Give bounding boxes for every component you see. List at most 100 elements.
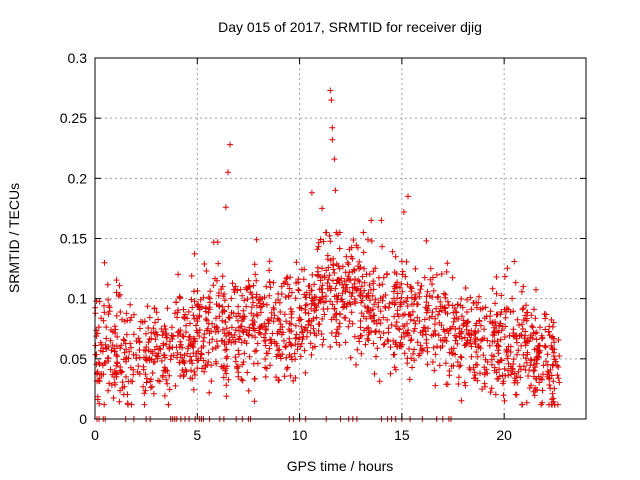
data-point <box>210 282 216 288</box>
data-point <box>431 367 437 373</box>
data-point <box>284 275 290 281</box>
data-point <box>384 271 390 277</box>
data-point <box>189 273 195 279</box>
data-point <box>187 354 193 360</box>
data-point <box>215 261 221 267</box>
data-point <box>504 265 510 271</box>
data-point <box>101 303 107 309</box>
data-point <box>240 378 246 384</box>
data-point <box>325 256 331 262</box>
data-point <box>252 261 258 267</box>
data-point <box>556 380 562 386</box>
data-point <box>155 317 161 323</box>
data-point <box>404 360 410 366</box>
data-point <box>226 314 232 320</box>
data-point <box>96 401 102 407</box>
data-point <box>295 287 301 293</box>
data-point <box>358 324 364 330</box>
data-point <box>223 382 229 388</box>
data-point <box>252 334 258 340</box>
data-point <box>103 324 109 330</box>
data-point <box>488 308 494 314</box>
data-point <box>525 373 531 379</box>
data-point <box>222 319 228 325</box>
data-point <box>489 385 495 391</box>
data-point <box>520 305 526 311</box>
data-point <box>250 283 256 289</box>
data-point <box>373 328 379 334</box>
data-point <box>222 347 228 353</box>
data-point <box>532 315 538 321</box>
data-point <box>267 258 273 264</box>
data-point <box>152 320 158 326</box>
data-point <box>356 259 362 265</box>
data-point <box>145 325 151 331</box>
data-point <box>175 271 181 277</box>
data-point <box>402 350 408 356</box>
data-point <box>129 378 135 384</box>
data-point <box>368 217 374 223</box>
data-point <box>418 286 424 292</box>
data-point <box>345 261 351 267</box>
data-point <box>415 339 421 345</box>
data-point <box>319 331 325 337</box>
y-tick-label: 0.2 <box>68 170 88 186</box>
data-point <box>409 365 415 371</box>
data-point <box>343 339 349 345</box>
data-point <box>151 391 157 397</box>
data-point <box>432 351 438 357</box>
data-point <box>224 346 230 352</box>
data-point <box>354 347 360 353</box>
data-point <box>319 342 325 348</box>
data-point <box>378 335 384 341</box>
data-point <box>542 316 548 322</box>
data-point <box>517 375 523 381</box>
data-point <box>516 322 522 328</box>
data-point <box>503 315 509 321</box>
data-point <box>131 312 137 318</box>
data-point <box>507 333 513 339</box>
data-point <box>441 291 447 297</box>
data-point <box>332 187 338 193</box>
data-point <box>316 321 322 327</box>
data-point <box>376 275 382 281</box>
data-point <box>131 331 137 337</box>
data-point <box>406 346 412 352</box>
data-point <box>223 204 229 210</box>
data-point <box>505 348 511 354</box>
x-axis-label: GPS time / hours <box>287 458 394 474</box>
data-point <box>223 393 229 399</box>
data-point <box>225 304 231 310</box>
data-point <box>137 339 143 345</box>
data-point <box>514 317 520 323</box>
data-point <box>530 324 536 330</box>
data-point <box>337 311 343 317</box>
data-point <box>284 366 290 372</box>
data-point <box>455 302 461 308</box>
data-point <box>442 295 448 301</box>
data-point <box>117 309 123 315</box>
data-point <box>303 302 309 308</box>
data-point <box>378 217 384 223</box>
data-point <box>363 342 369 348</box>
data-point <box>143 331 149 337</box>
data-point <box>412 266 418 272</box>
data-point <box>365 325 371 331</box>
data-point <box>309 352 315 358</box>
data-point <box>215 239 221 245</box>
data-point <box>286 293 292 299</box>
data-point <box>105 388 111 394</box>
data-point <box>337 320 343 326</box>
data-point <box>389 322 395 328</box>
data-point <box>191 387 197 393</box>
data-point <box>381 342 387 348</box>
y-tick-label: 0.25 <box>60 110 87 126</box>
data-point <box>102 260 108 266</box>
data-point <box>382 341 388 347</box>
data-point <box>292 351 298 357</box>
data-point <box>432 328 438 334</box>
data-point <box>105 297 111 303</box>
data-point <box>203 316 209 322</box>
data-point <box>164 381 170 387</box>
data-point <box>163 377 169 383</box>
